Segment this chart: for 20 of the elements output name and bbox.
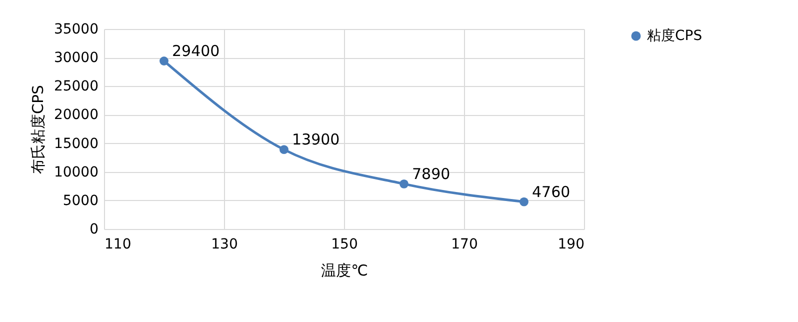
y-tick-label: 30000 <box>54 50 98 66</box>
x-tick-label: 190 <box>558 236 584 252</box>
y-tick-label: 25000 <box>54 78 98 95</box>
x-tick-label: 130 <box>211 236 238 252</box>
legend-label: 粘度CPS <box>647 28 702 44</box>
y-tick-label: 20000 <box>54 107 98 124</box>
y-tick-label: 5000 <box>62 192 98 209</box>
data-label: 13900 <box>292 130 340 149</box>
y-tick-label: 10000 <box>54 164 98 180</box>
data-label: 4760 <box>532 182 570 201</box>
y-tick-label: 15000 <box>54 136 98 152</box>
x-tick-label: 150 <box>331 236 358 252</box>
y-tick-label: 35000 <box>54 22 98 38</box>
y-tick-label: 0 <box>90 222 98 238</box>
data-label: 7890 <box>412 164 450 183</box>
x-axis-title: 温度℃ <box>321 262 368 280</box>
x-tick-label: 170 <box>451 236 478 252</box>
x-tick-label: 110 <box>104 236 132 252</box>
y-axis-title: 布氏粘度CPS <box>28 84 47 174</box>
data-label: 29400 <box>172 42 220 60</box>
